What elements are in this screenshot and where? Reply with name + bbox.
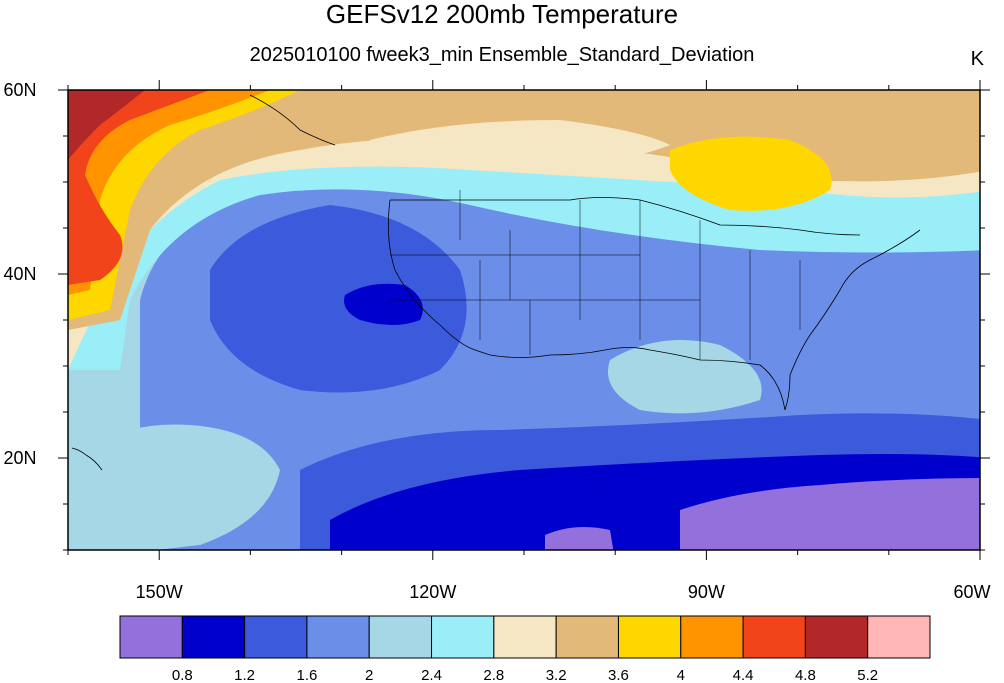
border-canada-us: [390, 197, 861, 236]
colorbar-label: 1.6: [296, 667, 317, 683]
field-2-8: [68, 160, 980, 370]
colorbar-label: 2.8: [483, 667, 504, 683]
lon-tick-label: 90W: [688, 582, 725, 602]
colorbar-swatch: [742, 615, 806, 659]
field-5-2: [68, 90, 145, 160]
lat-tick-label: 60N: [3, 80, 36, 100]
colorbar-swatch: [119, 615, 183, 659]
colorbar-swatch: [555, 615, 619, 659]
colorbar-swatch: [306, 615, 370, 659]
field-0-8-east: [680, 478, 980, 550]
coastline-hawaii: [71, 447, 103, 471]
field-0-8-mid: [545, 527, 614, 550]
field-4-8: [68, 90, 210, 285]
colorbar-label: 5.2: [857, 667, 878, 683]
contour-field: [68, 90, 980, 550]
lon-tick-label: 120W: [409, 582, 456, 602]
lon-tick-label: 150W: [136, 582, 183, 602]
map-subtitle: 2025010100 fweek3_min Ensemble_Standard_…: [249, 44, 755, 66]
colorbar-label: 0.8: [172, 667, 193, 683]
colorbar: 0.8 1.2 1.6 2 2.4 2.8 3.2 3.6 4 4.4 4.8 5.2: [119, 615, 931, 683]
axis-ticks: [58, 80, 990, 560]
colorbar-label: 3.2: [546, 667, 567, 683]
colorbar-label: 2: [365, 667, 373, 683]
colorbar-label: 1.2: [234, 667, 255, 683]
field-4-4: [68, 90, 270, 295]
colorbar-label: 2.4: [421, 667, 442, 683]
colorbar-swatch: [493, 615, 557, 659]
colorbar-swatch: [804, 615, 869, 659]
colorbar-label: 4.4: [733, 667, 754, 683]
field-3-2-tongue: [370, 120, 670, 165]
map-title: GEFSv12 200mb Temperature: [325, 0, 679, 29]
axis-labels: 60N 40N 20N 150W 120W 90W 60W: [3, 80, 990, 602]
lon-tick-label: 60W: [953, 582, 990, 602]
units-label: K: [970, 48, 984, 70]
coastline-alaska: [249, 94, 336, 146]
colorbar-label: 3.6: [608, 667, 629, 683]
colorbar-label: 4.8: [795, 667, 816, 683]
colorbar-swatch: [368, 615, 433, 659]
colorbar-swatch: [617, 615, 682, 659]
field-1-6-west: [210, 205, 467, 393]
field-2-4-sw: [68, 424, 280, 550]
lat-tick-label: 40N: [3, 264, 36, 284]
colorbar-swatch: [867, 615, 931, 659]
colorbar-swatch: [244, 615, 308, 659]
field-4-0-ne: [670, 136, 832, 211]
colorbar-label: 4: [677, 667, 685, 683]
lat-tick-label: 20N: [3, 448, 36, 468]
coastline-conus: [387, 199, 921, 411]
field-1-2-core: [344, 283, 423, 325]
state-borders: [390, 190, 801, 360]
colorbar-swatch: [431, 615, 495, 659]
field-2-4-gulf: [608, 340, 762, 414]
colorbar-swatch: [680, 615, 744, 659]
coastlines: [71, 94, 921, 471]
colorbar-swatch: [181, 615, 246, 659]
